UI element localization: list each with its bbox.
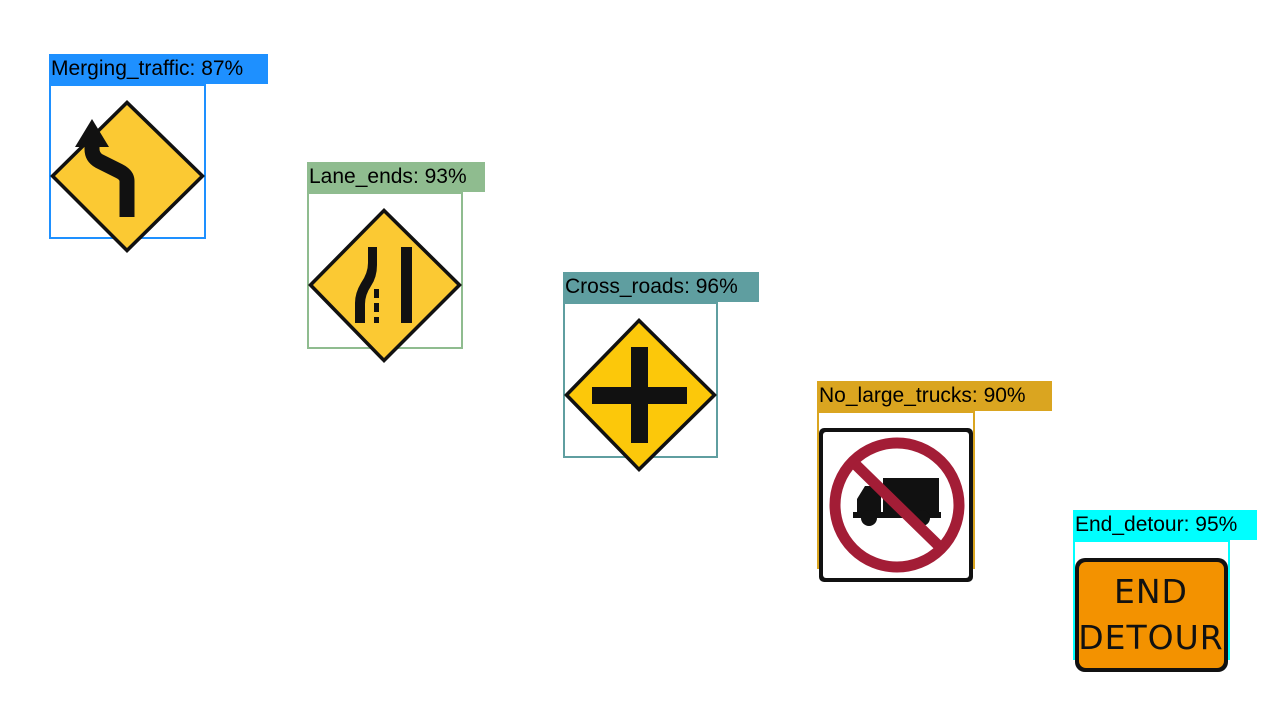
score: 93% [424,165,467,188]
score: 95% [1195,513,1238,536]
class-name: No_large_trucks [819,384,972,407]
end-detour-line-1: END [1114,572,1188,611]
detection-label: Cross_roads: 96% [563,272,759,302]
class-name: Cross_roads [565,275,685,298]
detection-label: End_detour: 95% [1073,510,1257,540]
lane-ends-sign-icon [308,208,462,363]
detection-label: Merging_traffic: 87% [49,54,268,84]
score: 96% [695,275,738,298]
class-name: End_detour [1075,513,1184,536]
no-large-trucks-sign-icon [819,428,973,582]
score: 90% [983,384,1026,407]
detection-label: Lane_ends: 93% [307,162,485,192]
end-detour-line-2: DETOUR [1078,618,1223,657]
merging-traffic-sign-icon [50,100,205,253]
score: 87% [201,57,244,80]
class-name: Lane_ends [309,165,413,188]
detection-label: No_large_trucks: 90% [817,381,1052,411]
class-name: Merging_traffic [51,57,190,80]
end-detour-sign-icon: END DETOUR [1075,558,1228,672]
cross-roads-sign-icon [564,318,717,472]
